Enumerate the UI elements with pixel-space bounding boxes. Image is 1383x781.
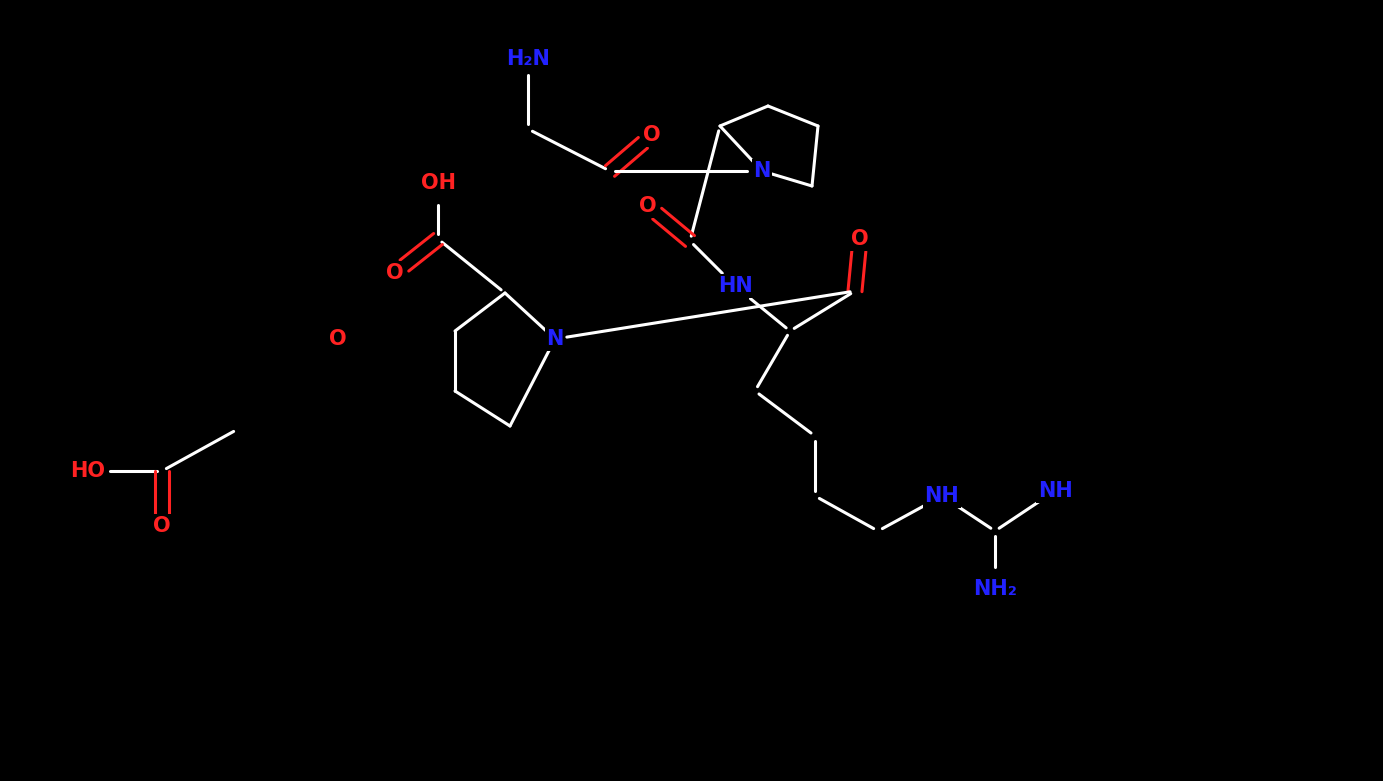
Text: H₂N: H₂N: [506, 49, 550, 69]
Text: OH: OH: [420, 173, 455, 193]
Text: HN: HN: [718, 276, 752, 296]
Text: N: N: [754, 161, 770, 181]
Text: NH: NH: [1037, 481, 1072, 501]
Text: N: N: [546, 329, 564, 349]
Text: NH: NH: [925, 486, 960, 506]
Text: O: O: [639, 196, 657, 216]
Text: O: O: [386, 263, 404, 283]
Text: HO: HO: [71, 461, 105, 481]
Text: O: O: [851, 229, 869, 249]
Text: O: O: [329, 329, 347, 349]
Text: O: O: [643, 125, 661, 145]
Text: O: O: [154, 516, 171, 536]
Text: NH₂: NH₂: [974, 579, 1017, 599]
